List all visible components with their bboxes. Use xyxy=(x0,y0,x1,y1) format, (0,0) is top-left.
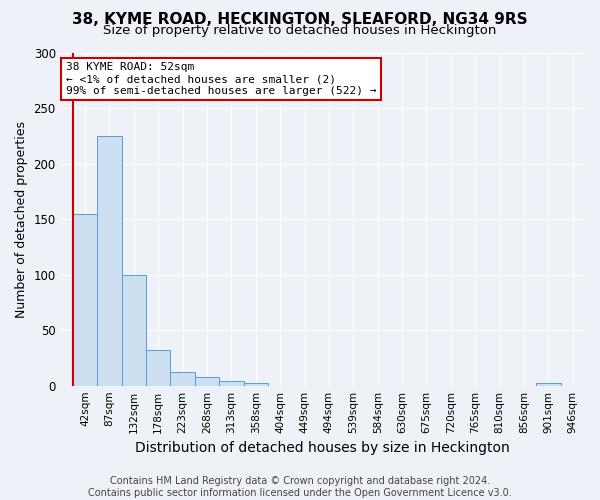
Bar xyxy=(122,274,146,386)
Text: 38, KYME ROAD, HECKINGTON, SLEAFORD, NG34 9RS: 38, KYME ROAD, HECKINGTON, SLEAFORD, NG3… xyxy=(72,12,528,28)
Bar xyxy=(73,214,97,386)
Bar xyxy=(244,384,268,386)
Bar xyxy=(536,384,560,386)
X-axis label: Distribution of detached houses by size in Heckington: Distribution of detached houses by size … xyxy=(136,441,510,455)
Bar xyxy=(97,136,122,386)
Bar xyxy=(195,377,219,386)
Text: Contains HM Land Registry data © Crown copyright and database right 2024.
Contai: Contains HM Land Registry data © Crown c… xyxy=(88,476,512,498)
Bar xyxy=(219,381,244,386)
Bar xyxy=(146,350,170,386)
Text: Size of property relative to detached houses in Heckington: Size of property relative to detached ho… xyxy=(103,24,497,37)
Text: 38 KYME ROAD: 52sqm
← <1% of detached houses are smaller (2)
99% of semi-detache: 38 KYME ROAD: 52sqm ← <1% of detached ho… xyxy=(66,62,376,96)
Y-axis label: Number of detached properties: Number of detached properties xyxy=(15,120,28,318)
Bar xyxy=(170,372,195,386)
